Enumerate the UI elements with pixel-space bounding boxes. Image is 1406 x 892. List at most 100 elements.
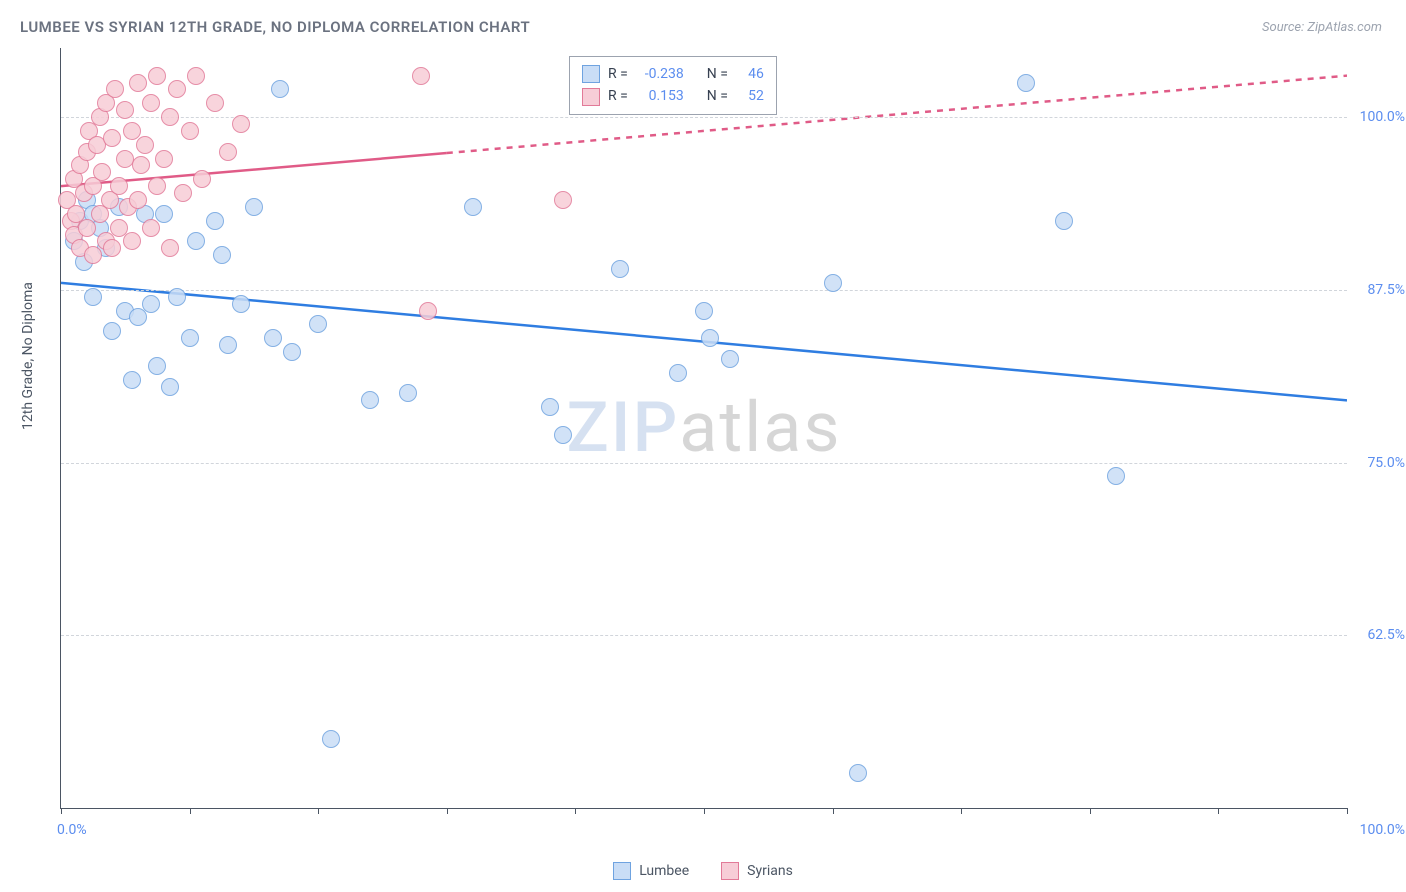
x-tick	[447, 808, 448, 814]
data-point	[168, 80, 186, 98]
data-point	[309, 315, 327, 333]
legend-swatch	[721, 862, 739, 880]
data-point	[84, 288, 102, 306]
data-point	[148, 67, 166, 85]
x-tick	[1347, 808, 1348, 814]
x-axis-max-label: 100.0%	[1360, 822, 1405, 838]
data-point	[103, 239, 121, 257]
data-point	[611, 260, 629, 278]
data-point	[701, 329, 719, 347]
legend-label: Syrians	[747, 863, 793, 879]
x-tick	[61, 808, 62, 814]
x-tick	[833, 808, 834, 814]
y-tick-label: 100.0%	[1351, 109, 1405, 125]
data-point	[84, 246, 102, 264]
stats-swatch	[582, 88, 600, 106]
n-value: 46	[736, 63, 764, 85]
data-point	[129, 74, 147, 92]
r-value: 0.153	[636, 85, 684, 107]
x-tick	[575, 808, 576, 814]
legend-swatch	[613, 862, 631, 880]
data-point	[148, 357, 166, 375]
data-point	[419, 302, 437, 320]
data-point	[161, 378, 179, 396]
data-point	[123, 232, 141, 250]
data-point	[213, 246, 231, 264]
data-point	[206, 212, 224, 230]
stats-row: R =-0.238 N =46	[582, 63, 764, 85]
data-point	[399, 384, 417, 402]
y-tick-label: 87.5%	[1351, 282, 1405, 298]
data-point	[129, 191, 147, 209]
data-point	[110, 177, 128, 195]
data-point	[181, 329, 199, 347]
gridline	[61, 463, 1347, 464]
data-point	[193, 170, 211, 188]
n-label: N =	[707, 85, 728, 107]
data-point	[187, 67, 205, 85]
stats-swatch	[582, 65, 600, 83]
data-point	[721, 350, 739, 368]
data-point	[554, 426, 572, 444]
data-point	[187, 232, 205, 250]
y-tick-label: 75.0%	[1351, 455, 1405, 471]
n-value: 52	[736, 85, 764, 107]
data-point	[695, 302, 713, 320]
data-point	[322, 730, 340, 748]
data-point	[219, 336, 237, 354]
trend-lines	[61, 48, 1347, 808]
data-point	[264, 329, 282, 347]
data-point	[161, 108, 179, 126]
data-point	[142, 94, 160, 112]
data-point	[132, 156, 150, 174]
legend-item: Lumbee	[613, 862, 689, 880]
data-point	[174, 184, 192, 202]
data-point	[129, 308, 147, 326]
data-point	[93, 163, 111, 181]
gridline	[61, 290, 1347, 291]
data-point	[103, 322, 121, 340]
data-point	[541, 398, 559, 416]
data-point	[161, 239, 179, 257]
data-point	[116, 101, 134, 119]
chart-source: Source: ZipAtlas.com	[1262, 20, 1382, 35]
data-point	[849, 764, 867, 782]
x-tick	[1218, 808, 1219, 814]
data-point	[142, 219, 160, 237]
data-point	[824, 274, 842, 292]
data-point	[155, 150, 173, 168]
x-axis-min-label: 0.0%	[57, 822, 87, 838]
r-label: R =	[608, 63, 628, 85]
data-point	[554, 191, 572, 209]
data-point	[412, 67, 430, 85]
legend-item: Syrians	[721, 862, 793, 880]
legend-label: Lumbee	[639, 863, 689, 879]
gridline	[61, 117, 1347, 118]
correlation-stats-box: R =-0.238 N =46R =0.153 N =52	[569, 56, 777, 115]
data-point	[142, 295, 160, 313]
data-point	[181, 122, 199, 140]
data-point	[361, 391, 379, 409]
data-point	[168, 288, 186, 306]
data-point	[206, 94, 224, 112]
data-point	[1107, 467, 1125, 485]
x-tick	[1090, 808, 1091, 814]
data-point	[669, 364, 687, 382]
legend: Lumbee Syrians	[0, 862, 1406, 880]
r-value: -0.238	[636, 63, 684, 85]
data-point	[283, 343, 301, 361]
data-point	[1017, 74, 1035, 92]
data-point	[78, 219, 96, 237]
data-point	[219, 143, 237, 161]
chart-title: LUMBEE VS SYRIAN 12TH GRADE, NO DIPLOMA …	[20, 18, 530, 36]
y-tick-label: 62.5%	[1351, 627, 1405, 643]
data-point	[245, 198, 263, 216]
data-point	[232, 115, 250, 133]
data-point	[155, 205, 173, 223]
x-tick	[190, 808, 191, 814]
x-tick	[318, 808, 319, 814]
x-tick	[704, 808, 705, 814]
data-point	[148, 177, 166, 195]
data-point	[123, 371, 141, 389]
data-point	[232, 295, 250, 313]
